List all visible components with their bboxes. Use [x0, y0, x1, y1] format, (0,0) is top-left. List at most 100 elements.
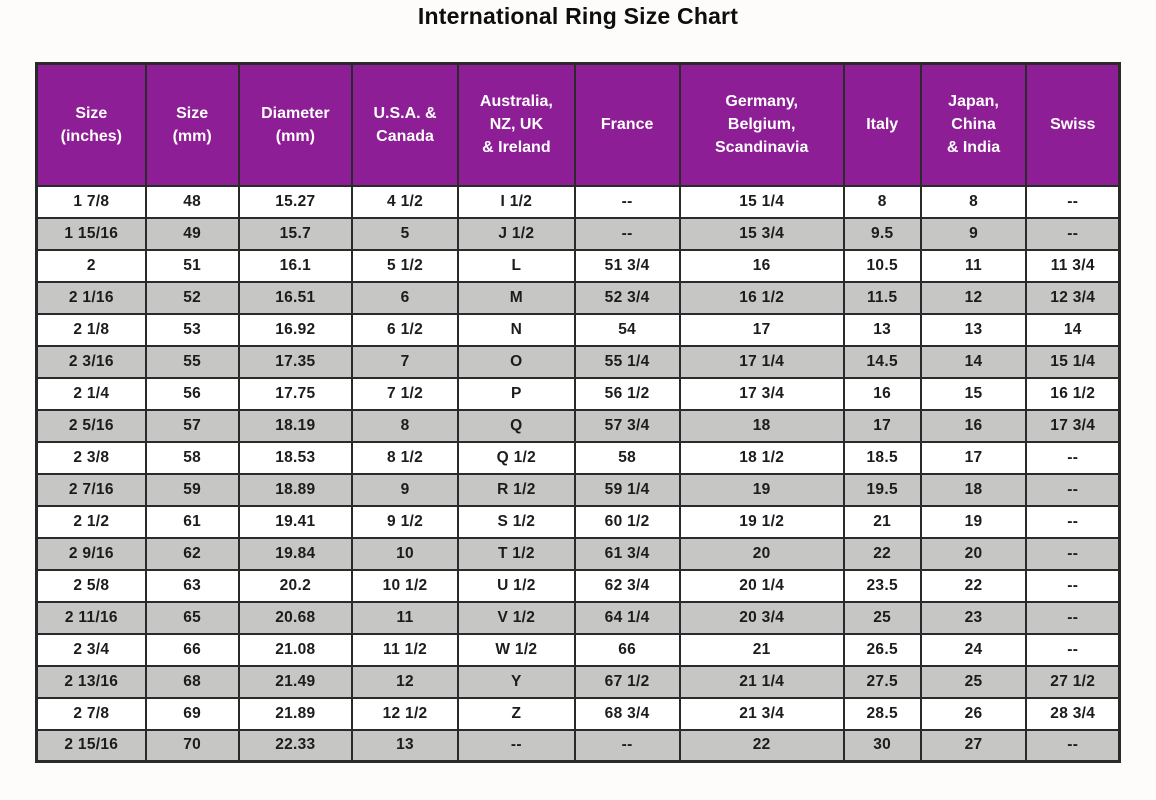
- cell: 26.5: [842, 632, 922, 667]
- cell: 70: [144, 728, 240, 763]
- cell: 59: [144, 472, 240, 507]
- cell: 14: [919, 344, 1028, 379]
- cell: 13: [842, 312, 922, 347]
- cell: 24: [919, 632, 1028, 667]
- cell: --: [573, 728, 681, 763]
- cell: --: [1025, 536, 1121, 571]
- cell: Y: [457, 664, 576, 699]
- cell: 16.92: [237, 312, 354, 347]
- cell: 9 1/2: [351, 504, 459, 539]
- cell: 2 7/16: [35, 472, 147, 507]
- cell: Q 1/2: [457, 440, 576, 475]
- cell: 61 3/4: [573, 536, 681, 571]
- table-row: 2 5/16 57 18.19 8 Q 57 3/4 18 17 16 17 3/4: [35, 408, 1121, 443]
- cell: M: [457, 280, 576, 315]
- cell: 56: [144, 376, 240, 411]
- table-row: 1 15/16 49 15.7 5 J 1/2 -- 15 3/4 9.5 9 --: [35, 216, 1121, 251]
- cell: 61: [144, 504, 240, 539]
- cell: 22: [678, 728, 845, 763]
- cell: 14: [1025, 312, 1121, 347]
- cell: --: [573, 184, 681, 219]
- cell: --: [457, 728, 576, 763]
- cell: 25: [842, 600, 922, 635]
- cell: 57 3/4: [573, 408, 681, 443]
- table-row: 2 7/16 59 18.89 9 R 1/2 59 1/4 19 19.5 18 --: [35, 472, 1121, 507]
- cell: 51 3/4: [573, 248, 681, 283]
- cell: --: [1025, 216, 1121, 251]
- cell: 16 1/2: [678, 280, 845, 315]
- cell: 22: [919, 568, 1028, 603]
- cell: 10: [351, 536, 459, 571]
- cell: 18.19: [237, 408, 354, 443]
- cell: --: [1025, 632, 1121, 667]
- cell: 19.5: [842, 472, 922, 507]
- cell: 20 3/4: [678, 600, 845, 635]
- cell: 18.53: [237, 440, 354, 475]
- cell: 56 1/2: [573, 376, 681, 411]
- cell: 2 3/16: [35, 344, 147, 379]
- column-header: Japan, China & India: [919, 62, 1028, 187]
- cell: 17 1/4: [678, 344, 845, 379]
- cell: 19 1/2: [678, 504, 845, 539]
- cell: 9: [351, 472, 459, 507]
- table-row: 2 13/16 68 21.49 12 Y 67 1/2 21 1/4 27.5 25 27 1/…: [35, 664, 1121, 699]
- cell: 15 1/4: [678, 184, 845, 219]
- table-body: 1 7/8 48 15.27 4 1/2 I 1/2 -- 15 1/4 8 8 -- 1 15/1…: [35, 184, 1121, 763]
- cell: 2 15/16: [35, 728, 147, 763]
- cell: 11: [351, 600, 459, 635]
- cell: 57: [144, 408, 240, 443]
- table-row: 2 11/16 65 20.68 11 V 1/2 64 1/4 20 3/4 25 23 --: [35, 600, 1121, 635]
- cell: 17.75: [237, 376, 354, 411]
- cell: 17 3/4: [678, 376, 845, 411]
- cell: --: [1025, 728, 1121, 763]
- cell: 25: [919, 664, 1028, 699]
- cell: 16: [842, 376, 922, 411]
- cell: 15 3/4: [678, 216, 845, 251]
- cell: 28 3/4: [1025, 696, 1121, 731]
- table-row: 2 1/8 53 16.92 6 1/2 N 54 17 13 13 14: [35, 312, 1121, 347]
- cell: 21 3/4: [678, 696, 845, 731]
- cell: 20 1/4: [678, 568, 845, 603]
- cell: U 1/2: [457, 568, 576, 603]
- cell: 21: [678, 632, 845, 667]
- cell: 21.89: [237, 696, 354, 731]
- cell: P: [457, 376, 576, 411]
- cell: 18 1/2: [678, 440, 845, 475]
- cell: 6: [351, 280, 459, 315]
- cell: 48: [144, 184, 240, 219]
- cell: 10.5: [842, 248, 922, 283]
- table-row: 2 1/2 61 19.41 9 1/2 S 1/2 60 1/2 19 1/2 21 19 --: [35, 504, 1121, 539]
- table-row: 2 3/4 66 21.08 11 1/2 W 1/2 66 21 26.5 24 --: [35, 632, 1121, 667]
- cell: 10 1/2: [351, 568, 459, 603]
- cell: 21 1/4: [678, 664, 845, 699]
- cell: 27: [919, 728, 1028, 763]
- cell: O: [457, 344, 576, 379]
- cell: 21: [842, 504, 922, 539]
- cell: 68 3/4: [573, 696, 681, 731]
- cell: R 1/2: [457, 472, 576, 507]
- cell: 58: [573, 440, 681, 475]
- cell: 11: [919, 248, 1028, 283]
- cell: 14.5: [842, 344, 922, 379]
- cell: 11.5: [842, 280, 922, 315]
- cell: 17 3/4: [1025, 408, 1121, 443]
- cell: 18: [919, 472, 1028, 507]
- cell: 18.5: [842, 440, 922, 475]
- column-header: U.S.A. & Canada: [351, 62, 459, 187]
- cell: 7: [351, 344, 459, 379]
- table-row: 2 3/16 55 17.35 7 O 55 1/4 17 1/4 14.5 14 15 1/4: [35, 344, 1121, 379]
- column-header: Swiss: [1025, 62, 1121, 187]
- cell: 16.1: [237, 248, 354, 283]
- cell: 11 3/4: [1025, 248, 1121, 283]
- cell: 2 1/16: [35, 280, 147, 315]
- cell: 15.7: [237, 216, 354, 251]
- table-row: 2 9/16 62 19.84 10 T 1/2 61 3/4 20 22 20 --: [35, 536, 1121, 571]
- cell: --: [573, 216, 681, 251]
- cell: 20: [919, 536, 1028, 571]
- cell: 2 7/8: [35, 696, 147, 731]
- column-header: Diameter (mm): [237, 62, 354, 187]
- column-header: Australia, NZ, UK & Ireland: [457, 62, 576, 187]
- cell: 16: [919, 408, 1028, 443]
- table-row: 2 3/8 58 18.53 8 1/2 Q 1/2 58 18 1/2 18.5 17 --: [35, 440, 1121, 475]
- cell: 2 5/16: [35, 408, 147, 443]
